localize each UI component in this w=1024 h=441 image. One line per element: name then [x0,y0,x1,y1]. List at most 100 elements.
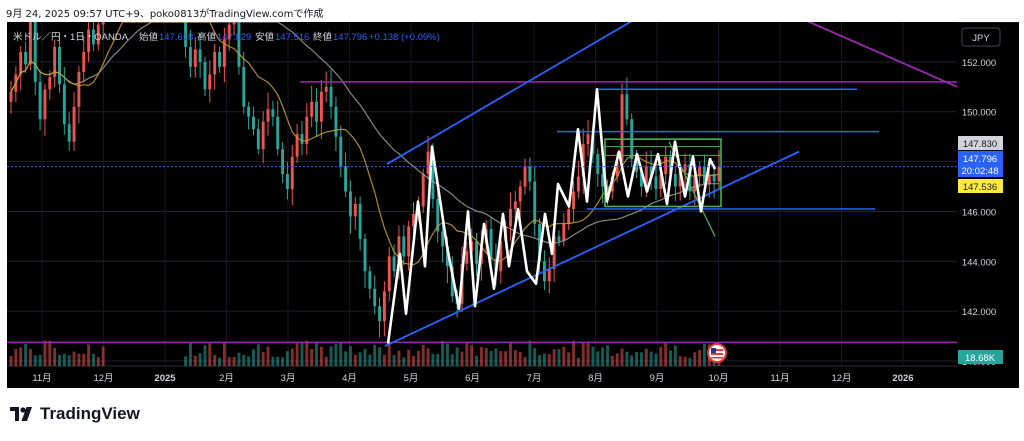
candle-body [77,71,81,107]
candle-body [256,129,260,150]
volume-bar [402,357,406,366]
volume-bar [344,351,348,366]
svg-text:147.830: 147.830 [963,139,997,150]
candle-body [572,191,575,209]
open-label: 始値 [139,31,159,43]
volume-bar [673,345,677,366]
tradingview-logo: TradingView [10,404,140,424]
volume-bar [67,355,71,366]
candle-body [96,24,100,45]
volume-bar [664,342,668,366]
volume-bar [407,349,411,366]
volume-bar [227,357,231,366]
time-tick-label: 3月 [281,373,296,384]
brand-name: TradingView [40,404,140,423]
volume-bar [392,355,396,366]
volume-bar [562,346,566,366]
candle-body [654,176,658,190]
candle-body [261,121,265,150]
candle-body [523,166,527,187]
volume-bar [615,353,619,366]
volume-bar [426,348,430,366]
candle-body [213,51,217,75]
candles [9,22,721,338]
candle-body [445,246,449,267]
volume-bar [339,342,343,366]
candle-body [601,174,605,187]
candle-body [669,156,672,175]
volume-bar [72,351,76,366]
moving-average-long [10,22,719,244]
volume-bar [552,349,556,366]
volume-bar [591,346,595,366]
candle-body [528,166,532,182]
candle-body [232,22,236,25]
volume-bar [281,357,285,366]
price-tick-label: 150.000 [962,108,996,119]
volume-bar [698,350,702,366]
volume-bar [581,342,585,366]
currency-label: JPY [972,33,990,44]
volume-bar [329,346,333,366]
volume-bar [659,346,663,366]
candle-body [518,186,522,202]
time-tick-label: 12月 [831,373,851,384]
volume-bar [455,347,459,366]
volume-bar [28,349,32,366]
candle-body [368,271,372,289]
volume-bar [218,357,221,366]
candle-body [188,46,192,67]
candle-body [319,91,323,122]
chart-caption: 9月 24, 2025 09:57 UTC+9、poko0813がTrading… [6,9,324,20]
high-value: 147.829 [217,32,251,43]
volume-bar [261,351,265,366]
volume-bar [470,345,474,366]
volume-bar [222,342,226,366]
candle-body [635,159,639,172]
volume-bar [38,354,42,366]
us-flag-icon[interactable] [707,343,727,363]
descending-trendline [807,22,958,88]
time-tick-label: 2025 [154,373,176,384]
candle-body [382,291,386,322]
time-tick-label: 10月 [708,373,728,384]
moving-average-short [10,22,720,266]
volume-bar [484,347,488,366]
volume-tag: 18.68K [958,350,1003,364]
candle-body [620,94,624,162]
time-tick-label: 7月 [527,373,542,384]
candle-body [218,51,221,67]
volume-bar [635,352,639,366]
volume-bar [203,345,207,366]
candle-body [203,61,207,90]
volume-bar [266,346,270,366]
chart-panel[interactable]: 140.000142.000144.000146.000148.000150.0… [7,22,1019,388]
volume-bar [14,348,18,366]
candle-body [339,136,343,167]
currency-button[interactable]: JPY [961,27,1001,47]
price-chart[interactable]: 140.000142.000144.000146.000148.000150.0… [7,22,1019,388]
candle-body [533,181,537,224]
volume-bar [567,352,571,366]
candle-body [242,66,246,107]
candle-body [475,241,478,264]
candle-body [363,238,367,272]
channel-upper-line [386,22,632,165]
volume-bar [693,352,697,366]
volume-bar [586,341,590,366]
close-label: 終値 [313,31,333,43]
price-tick-label: 152.000 [962,58,996,69]
candle-body [649,166,653,177]
volume-bar [518,351,522,366]
candle-body [101,22,105,25]
candle-body [329,86,333,107]
candle-body [305,116,309,145]
volume-bar [53,348,57,366]
volume-bar [504,351,508,366]
candle-body [67,124,71,142]
candle-body [247,106,251,117]
volume-bar [644,348,648,366]
volume-bar [445,343,449,366]
candle-body [673,174,677,187]
time-tick-label: 9月 [650,373,665,384]
